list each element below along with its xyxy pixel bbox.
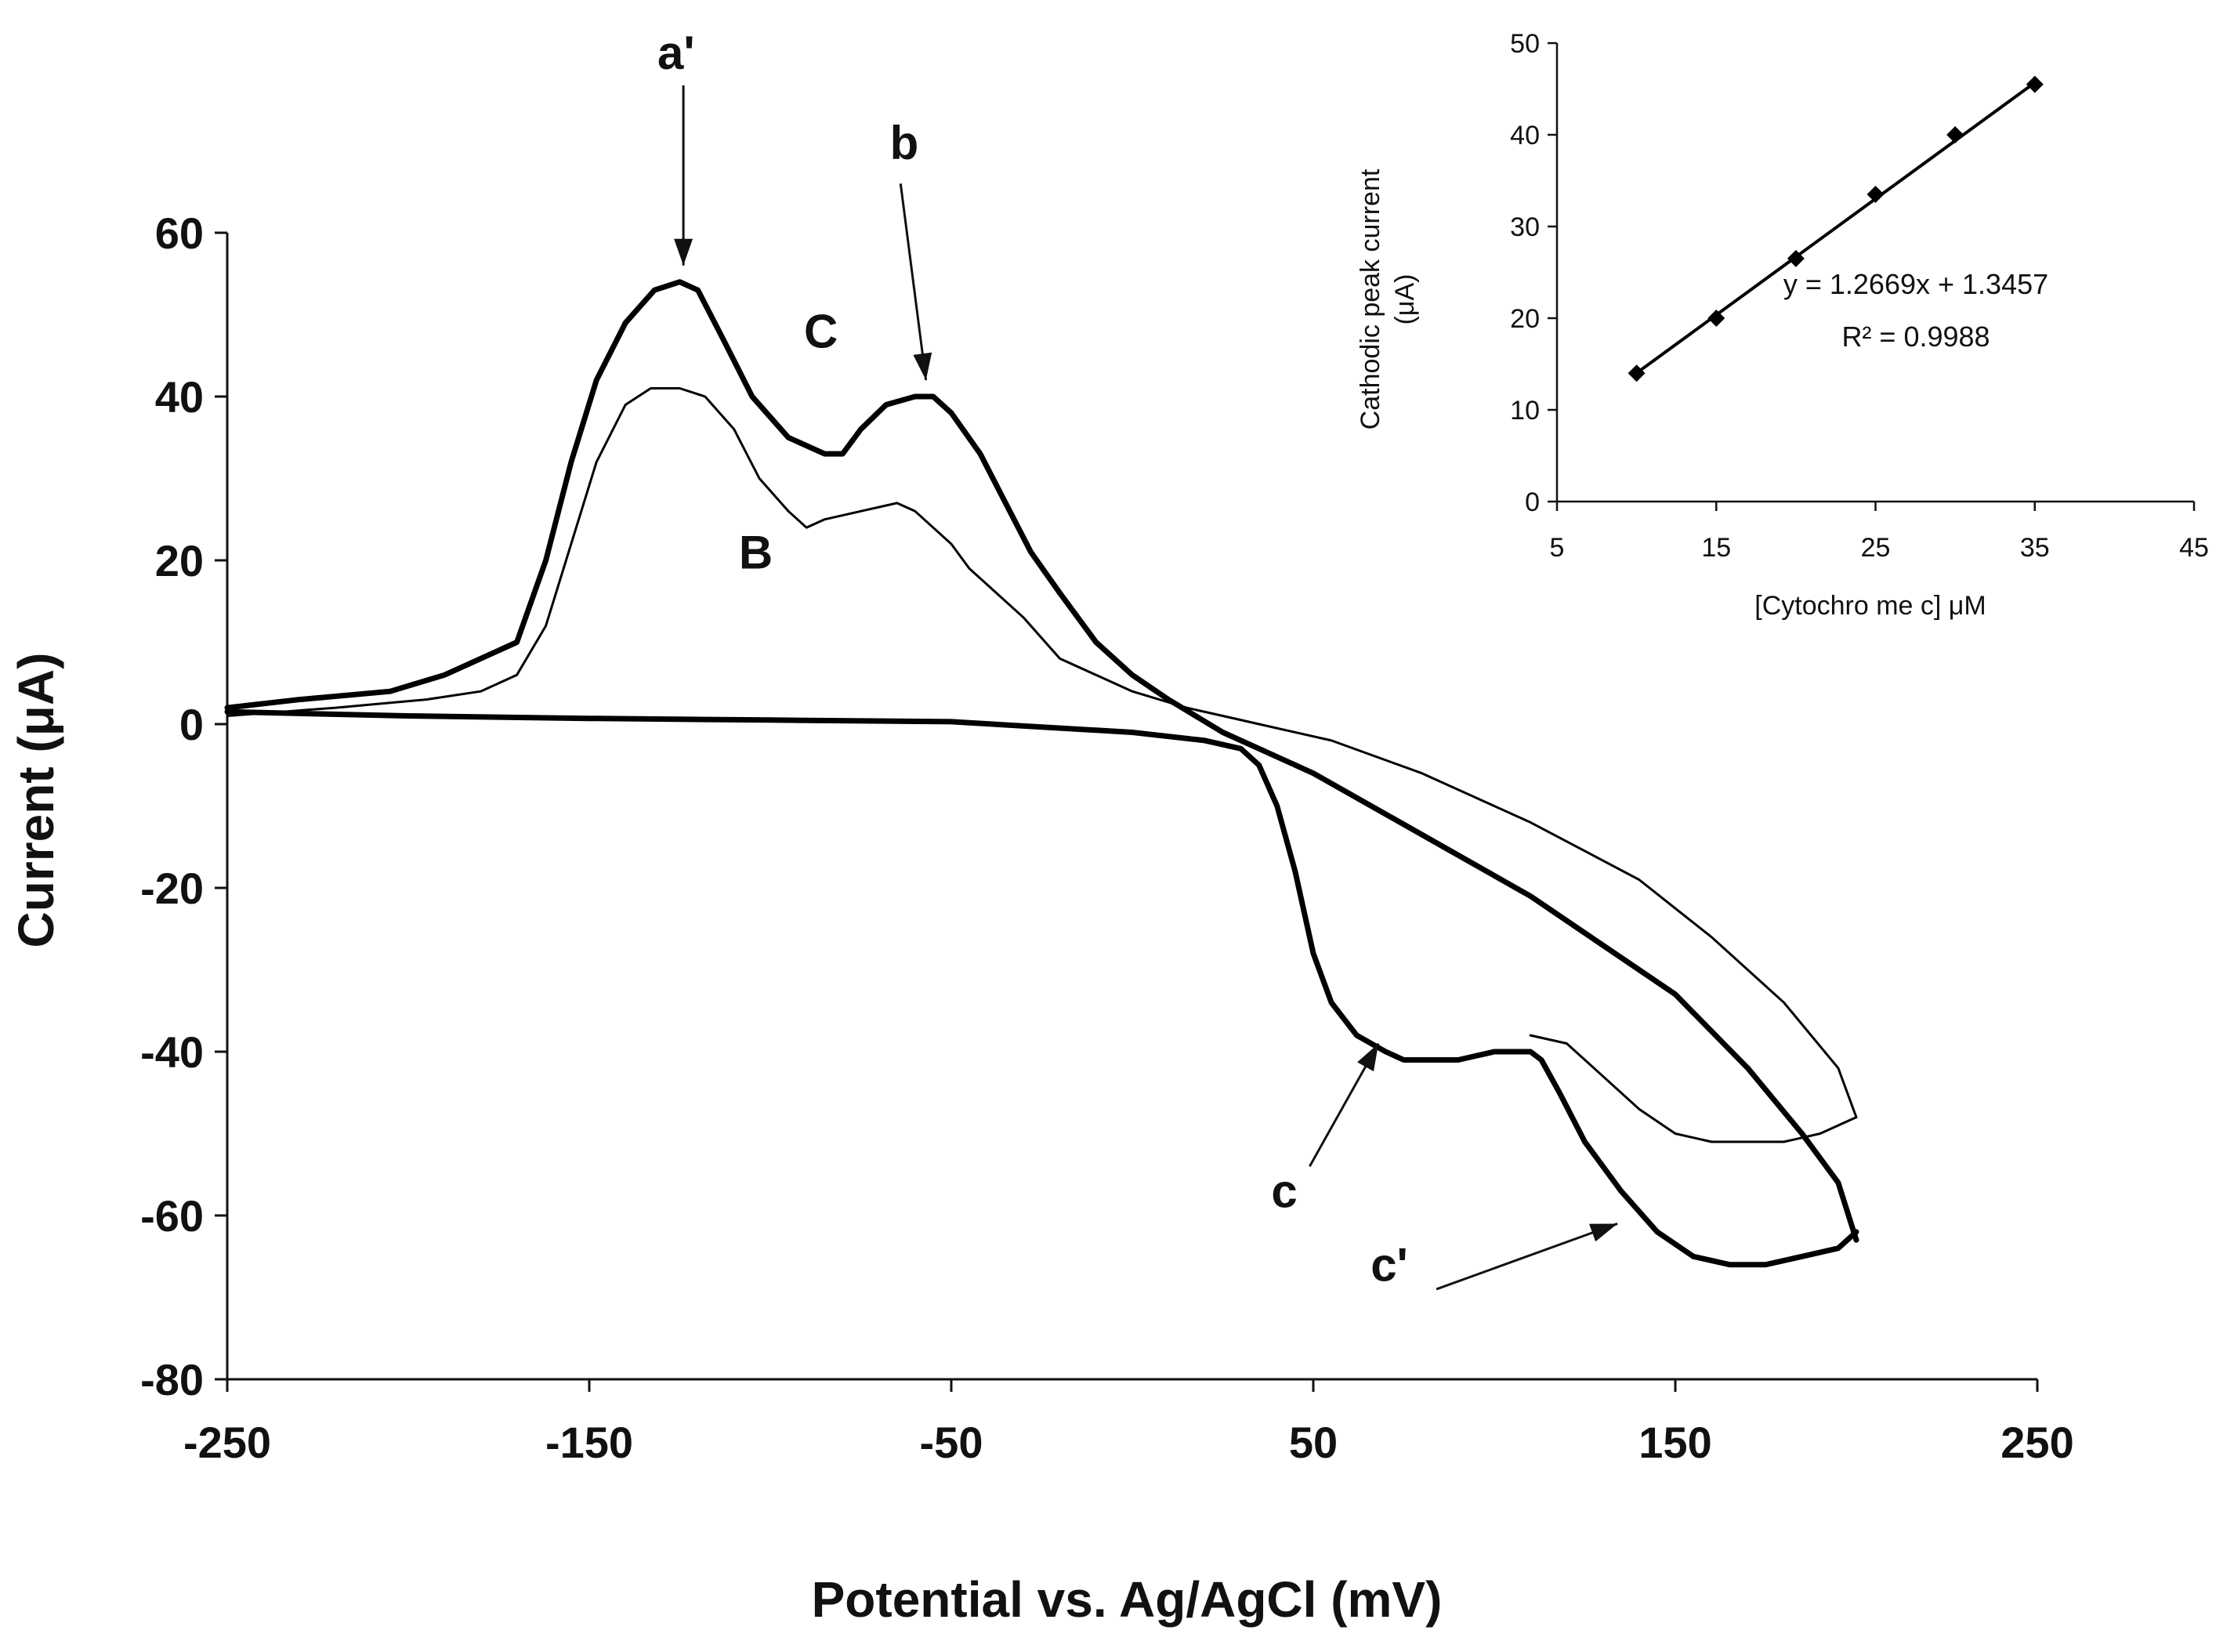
main-y-tick-label: 20 [155,536,204,585]
inset-y-tick-label: 50 [1510,29,1540,59]
annotation-label: a' [657,27,695,79]
main-x-tick-label: 150 [1638,1418,1711,1467]
inset-series [1628,75,2044,382]
series-c-line [224,279,1859,1243]
inset-axes: 0 10 20 30 40 50 5 15 25 35 45 [1510,29,2209,563]
data-point [2026,75,2044,93]
series-b-return-line [1529,1034,1858,1143]
arrow-line [899,183,928,381]
main-y-tick-label: -40 [140,1027,204,1077]
main-x-tick-label: -150 [545,1418,633,1467]
inset-y-tick-label: 20 [1510,304,1540,334]
annotation-label: c' [1370,1239,1408,1292]
annotation-label: c [1271,1165,1297,1218]
inset-x-tick-label: 45 [2179,533,2209,563]
main-y-tick-label: -20 [140,864,204,913]
arrow-head [913,352,932,381]
main-y-tick-label: -80 [140,1355,204,1404]
main-x-tick-label: -250 [183,1418,271,1467]
inset-y-tick-label: 30 [1510,212,1540,242]
trendline-equation: y = 1.2669x + 1.3457 [1783,268,2048,300]
arrow-head [674,238,693,266]
inset-y-tick-label: 10 [1510,396,1540,426]
main-series [224,279,1859,1268]
arrow-head [1589,1223,1618,1242]
main-y-tick-label: 40 [155,372,204,422]
main-y-axis-title: Current (μA) [8,653,64,948]
main-y-tick-label: -60 [140,1191,204,1241]
arrow-line [1436,1223,1618,1291]
series-b-line [226,387,1858,1119]
data-point [1787,249,1805,267]
main-x-tick-label: 250 [2000,1418,2073,1467]
data-point [1707,310,1725,327]
data-point [1866,186,1885,203]
trendline-r-squared: R² = 0.9988 [1841,321,1990,353]
annotation-label: b [890,117,919,169]
curve-label-b: B [739,526,773,578]
inset-y-axis-title-line2: (μA) [1390,274,1420,325]
main-annotations: C Ba' b c c' [657,27,1618,1292]
main-x-axis-title: Potential vs. Ag/AgCl (mV) [812,1571,1443,1628]
inset-y-tick-label: 0 [1525,487,1540,517]
data-point [1946,126,1964,143]
arrow-head [1357,1043,1379,1072]
main-x-tick-label: -50 [920,1418,983,1467]
curve-label-c: C [804,305,838,357]
main-x-tick-label: 50 [1289,1418,1338,1467]
data-point [1628,364,1646,382]
trendline [1635,81,2036,375]
inset-y-tick-label: 40 [1510,121,1540,150]
main-y-tick-label: 60 [155,208,204,258]
inset-x-tick-label: 5 [1550,533,1565,563]
inset-y-axis-title-line1: Cathodic peak current [1356,168,1385,429]
main-y-tick-label: 0 [179,700,204,749]
series-return-line [224,708,1859,1268]
inset-x-tick-label: 15 [1701,533,1731,563]
inset-x-axis-title: [Cytochro me c] μM [1754,591,1986,621]
inset-x-tick-label: 35 [2020,533,2050,563]
inset-x-tick-label: 25 [1861,533,1891,563]
